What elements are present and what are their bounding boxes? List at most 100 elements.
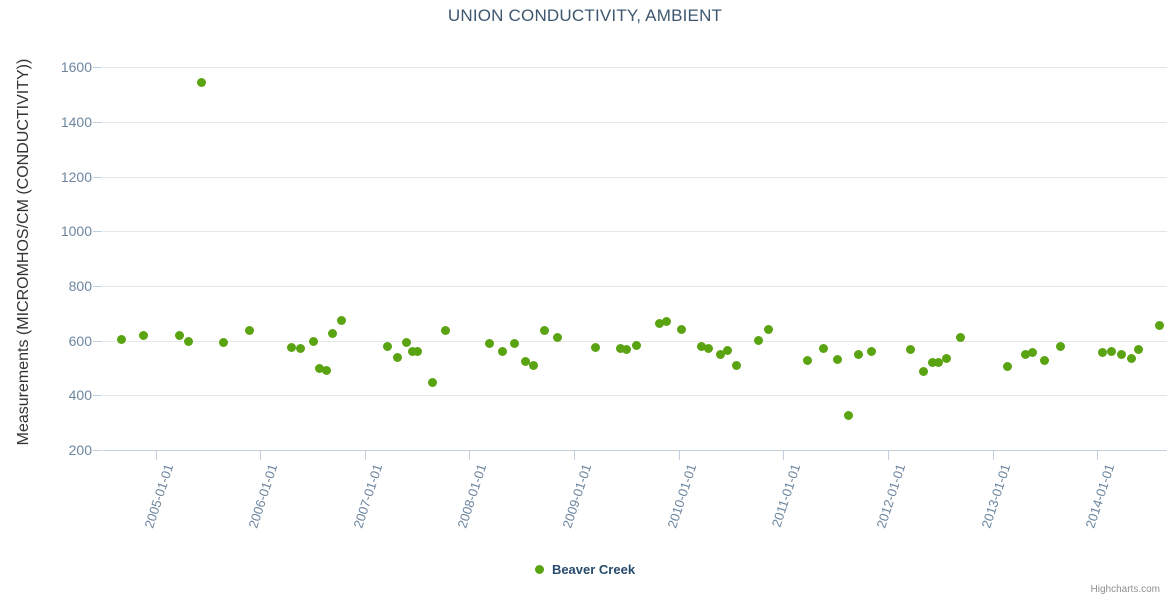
y-tick-mark bbox=[93, 286, 102, 287]
x-tick-mark bbox=[469, 451, 471, 460]
gridline bbox=[103, 67, 1167, 69]
legend-item-beaver-creek[interactable]: Beaver Creek bbox=[534, 562, 636, 577]
data-point[interactable] bbox=[427, 377, 437, 387]
data-point[interactable] bbox=[382, 342, 392, 352]
data-point[interactable] bbox=[955, 332, 965, 342]
data-point[interactable] bbox=[906, 345, 916, 355]
data-point[interactable] bbox=[696, 342, 706, 352]
x-tick-mark bbox=[1097, 451, 1099, 460]
data-point[interactable] bbox=[833, 355, 843, 365]
data-point[interactable] bbox=[1098, 347, 1108, 357]
data-point[interactable] bbox=[818, 344, 828, 354]
data-point[interactable] bbox=[615, 344, 625, 354]
data-point[interactable] bbox=[441, 325, 451, 335]
data-point[interactable] bbox=[676, 324, 686, 334]
data-point[interactable] bbox=[497, 346, 507, 356]
data-point[interactable] bbox=[621, 345, 631, 355]
data-point[interactable] bbox=[218, 337, 228, 347]
data-point[interactable] bbox=[295, 344, 305, 354]
data-point[interactable] bbox=[528, 361, 538, 371]
data-point[interactable] bbox=[928, 358, 938, 368]
data-point[interactable] bbox=[1127, 353, 1137, 363]
x-tick-label: 2010-01-01 bbox=[664, 462, 700, 530]
x-tick-label: 2006-01-01 bbox=[245, 462, 281, 530]
x-tick-mark bbox=[783, 451, 785, 460]
data-point[interactable] bbox=[631, 341, 641, 351]
x-tick-mark bbox=[260, 451, 262, 460]
data-point[interactable] bbox=[764, 325, 773, 335]
data-point[interactable] bbox=[540, 326, 550, 336]
data-point[interactable] bbox=[393, 352, 402, 362]
data-point[interactable] bbox=[590, 343, 600, 352]
y-tick-label: 1400 bbox=[60, 114, 92, 130]
data-point[interactable] bbox=[117, 335, 127, 345]
gridline bbox=[103, 231, 1167, 233]
y-tick-mark bbox=[93, 67, 102, 69]
data-point[interactable] bbox=[321, 365, 331, 375]
y-tick-mark bbox=[93, 340, 102, 342]
x-tick-mark bbox=[364, 451, 366, 460]
legend-item-label: Beaver Creek bbox=[551, 562, 636, 577]
data-point[interactable] bbox=[183, 336, 193, 346]
data-point[interactable] bbox=[919, 367, 929, 377]
data-point[interactable] bbox=[1028, 347, 1038, 357]
data-point[interactable] bbox=[484, 338, 494, 348]
data-point[interactable] bbox=[1154, 321, 1164, 331]
y-tick-label: 1000 bbox=[60, 223, 92, 240]
data-point[interactable] bbox=[174, 330, 184, 340]
data-point[interactable] bbox=[336, 316, 346, 326]
data-point[interactable] bbox=[731, 361, 741, 371]
data-point[interactable] bbox=[407, 346, 417, 356]
data-point[interactable] bbox=[1040, 355, 1050, 365]
data-point[interactable] bbox=[933, 357, 943, 367]
x-tick-mark bbox=[887, 451, 889, 460]
y-tick-mark bbox=[93, 122, 102, 123]
data-point[interactable] bbox=[413, 347, 423, 357]
data-point[interactable] bbox=[197, 78, 207, 88]
data-point[interactable] bbox=[1020, 349, 1030, 359]
y-axis-title: Measurements (MICROMHOS/CM (CONDUCTIVITY… bbox=[15, 58, 32, 446]
gridline bbox=[103, 176, 1167, 178]
x-tick-mark bbox=[678, 451, 680, 460]
y-tick-label: 1600 bbox=[60, 59, 92, 76]
data-point[interactable] bbox=[723, 345, 733, 355]
y-tick-label: 600 bbox=[68, 332, 92, 349]
data-point[interactable] bbox=[1107, 347, 1117, 357]
data-point[interactable] bbox=[139, 331, 149, 341]
data-point[interactable] bbox=[327, 328, 337, 338]
data-point[interactable] bbox=[654, 319, 664, 329]
x-tick-label: 2013-01-01 bbox=[978, 462, 1014, 530]
data-point[interactable] bbox=[245, 325, 255, 335]
data-point[interactable] bbox=[287, 343, 296, 352]
data-point[interactable] bbox=[1134, 345, 1144, 355]
data-point[interactable] bbox=[1002, 361, 1012, 371]
x-tick-label: 2012-01-01 bbox=[873, 462, 909, 530]
data-point[interactable] bbox=[802, 356, 812, 366]
credits-label: Highcharts.com bbox=[1090, 584, 1160, 595]
data-point[interactable] bbox=[704, 343, 714, 353]
data-point[interactable] bbox=[1055, 341, 1065, 351]
x-tick-label: 2009-01-01 bbox=[559, 462, 595, 530]
y-tick-mark bbox=[93, 231, 102, 233]
data-point[interactable] bbox=[553, 333, 563, 343]
data-point[interactable] bbox=[853, 350, 863, 360]
data-point[interactable] bbox=[662, 317, 672, 327]
data-point[interactable] bbox=[867, 346, 877, 356]
data-point[interactable] bbox=[401, 338, 411, 348]
data-point[interactable] bbox=[843, 411, 853, 421]
gridline bbox=[103, 286, 1167, 287]
data-point[interactable] bbox=[521, 357, 531, 367]
data-point[interactable] bbox=[509, 339, 519, 349]
data-point[interactable] bbox=[942, 353, 952, 363]
y-tick-label: 200 bbox=[68, 442, 92, 458]
data-point[interactable] bbox=[308, 337, 318, 347]
data-point[interactable] bbox=[1116, 349, 1126, 359]
gridline bbox=[103, 340, 1167, 342]
data-point[interactable] bbox=[753, 335, 763, 345]
data-point[interactable] bbox=[715, 349, 725, 359]
data-point[interactable] bbox=[314, 363, 324, 373]
x-tick-mark bbox=[155, 451, 157, 460]
y-tick-mark bbox=[93, 176, 102, 178]
y-tick-label: 400 bbox=[68, 387, 92, 404]
y-tick-mark bbox=[93, 395, 102, 397]
